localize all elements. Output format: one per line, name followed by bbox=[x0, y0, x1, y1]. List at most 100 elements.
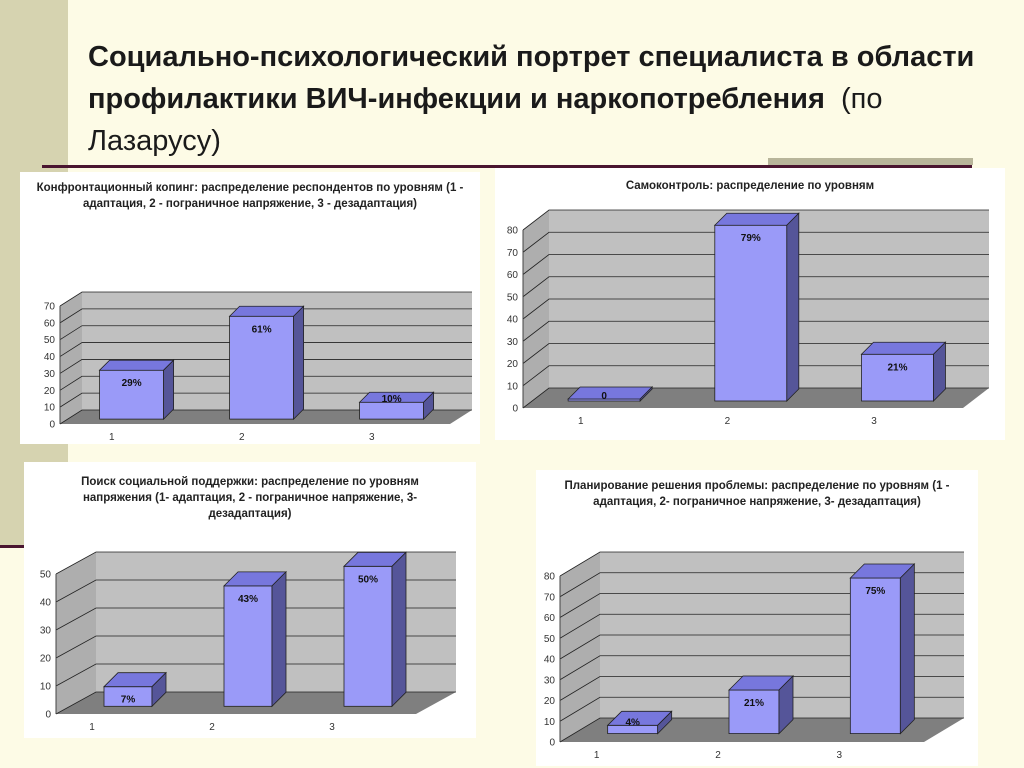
x-tick-label: 2 bbox=[715, 750, 721, 761]
y-tick-label: 20 bbox=[507, 359, 519, 370]
bar-top bbox=[860, 341, 947, 355]
y-tick-label: 20 bbox=[544, 696, 556, 707]
x-tick-label: 3 bbox=[329, 722, 335, 733]
gridline bbox=[55, 579, 456, 603]
gridline bbox=[559, 696, 964, 722]
gridline bbox=[59, 308, 472, 324]
gridline bbox=[522, 231, 989, 253]
bar-side bbox=[163, 359, 175, 421]
chart-side-wall bbox=[60, 292, 82, 424]
title-divider bbox=[42, 165, 972, 168]
decorative-left-line bbox=[0, 545, 42, 548]
y-tick-label: 50 bbox=[44, 335, 56, 346]
bar bbox=[343, 565, 393, 707]
data-label: 29% bbox=[122, 378, 142, 389]
chart-svg: 0 10 20 30 40 50 60 70 80 0 1 79% 2 21% 3 bbox=[507, 209, 989, 427]
bar-side bbox=[423, 391, 435, 421]
y-tick-label: 0 bbox=[549, 738, 555, 749]
y-tick-label: 70 bbox=[44, 302, 56, 313]
gridline bbox=[522, 209, 989, 231]
y-tick-label: 40 bbox=[544, 655, 556, 666]
data-label: 79% bbox=[741, 233, 761, 244]
gridline bbox=[559, 593, 964, 618]
chart-panel-confrontation-coping: Конфронтационный копинг: распределение р… bbox=[20, 172, 480, 444]
y-tick-label: 60 bbox=[507, 270, 519, 281]
gridline bbox=[522, 387, 989, 409]
y-tick-label: 40 bbox=[44, 352, 56, 363]
y-tick-label: 60 bbox=[544, 613, 556, 624]
gridline bbox=[559, 634, 964, 660]
y-tick-label: 30 bbox=[507, 337, 519, 348]
gridline bbox=[559, 613, 964, 639]
y-tick-label: 80 bbox=[507, 226, 519, 237]
gridline bbox=[522, 343, 989, 364]
data-label: 21% bbox=[744, 698, 764, 709]
y-tick-label: 70 bbox=[507, 248, 519, 259]
data-label: 43% bbox=[238, 594, 258, 605]
x-tick-label: 1 bbox=[594, 750, 600, 761]
data-label: 10% bbox=[382, 394, 402, 405]
bar-top bbox=[713, 212, 800, 226]
gridline bbox=[522, 320, 989, 342]
y-tick-label: 40 bbox=[507, 315, 519, 326]
bar-side bbox=[293, 305, 305, 421]
gridline bbox=[522, 276, 989, 298]
bar-side bbox=[778, 675, 794, 735]
y-tick-label: 40 bbox=[40, 598, 52, 609]
bar-side bbox=[151, 671, 167, 708]
bar-side bbox=[899, 563, 915, 735]
chart-svg: 0 10 20 30 40 50 7% 1 43% 2 50% 3 bbox=[40, 551, 456, 733]
y-tick-label: 50 bbox=[544, 634, 556, 645]
chart-panel-social-support: Поиск социальной поддержки: распределени… bbox=[24, 462, 476, 738]
y-tick-label: 30 bbox=[44, 369, 56, 380]
x-tick-label: 1 bbox=[578, 416, 584, 427]
x-tick-label: 1 bbox=[89, 722, 95, 733]
y-tick-label: 50 bbox=[507, 292, 519, 303]
bar bbox=[229, 315, 295, 420]
bar-side bbox=[391, 551, 407, 708]
bar-top bbox=[228, 305, 305, 317]
gridline bbox=[59, 375, 472, 391]
y-tick-label: 20 bbox=[40, 654, 52, 665]
y-tick-label: 30 bbox=[40, 626, 52, 637]
bar bbox=[849, 577, 901, 734]
x-tick-label: 3 bbox=[369, 432, 375, 443]
chart-title: Самоконтроль: распределение по уровням bbox=[625, 180, 875, 192]
gridline bbox=[59, 342, 472, 357]
bar-side bbox=[933, 341, 946, 402]
chart-side-wall bbox=[56, 552, 96, 714]
y-tick-label: 20 bbox=[44, 386, 56, 397]
x-tick-label: 2 bbox=[239, 432, 245, 443]
y-tick-label: 10 bbox=[544, 717, 556, 728]
gridline bbox=[55, 607, 456, 631]
bar-side bbox=[639, 386, 653, 402]
y-tick-label: 10 bbox=[40, 682, 52, 693]
chart-svg: 0 10 20 30 40 50 60 70 29% 1 61% 2 10% 3 bbox=[44, 291, 472, 443]
decorative-title-box bbox=[768, 158, 973, 165]
bar-side bbox=[786, 212, 800, 402]
chart-panel-self-control: Самоконтроль: распределение по уровням 0… bbox=[495, 168, 1005, 440]
gridline bbox=[55, 551, 456, 575]
gridline bbox=[59, 325, 472, 341]
gridline bbox=[559, 717, 964, 743]
bar bbox=[861, 353, 934, 402]
chart-title: Планирование решения проблемы: распредел… bbox=[564, 480, 950, 508]
data-label: 61% bbox=[252, 324, 272, 335]
x-tick-label: 1 bbox=[109, 432, 115, 443]
x-tick-label: 3 bbox=[871, 416, 877, 427]
gridline bbox=[55, 663, 456, 687]
data-label: 0 bbox=[601, 391, 607, 402]
chart-panel-problem-planning: Планирование решения проблемы: распредел… bbox=[536, 470, 978, 766]
gridline bbox=[559, 676, 964, 701]
data-label: 4% bbox=[625, 717, 640, 728]
bar bbox=[728, 689, 780, 734]
slide-title-sub: (по Лазарусу) bbox=[88, 83, 883, 157]
bar-top bbox=[98, 359, 175, 371]
y-tick-label: 0 bbox=[512, 404, 518, 415]
gridline bbox=[559, 551, 964, 577]
y-tick-label: 80 bbox=[544, 572, 556, 583]
gridline bbox=[522, 298, 989, 320]
bar bbox=[714, 224, 788, 402]
y-tick-label: 0 bbox=[45, 710, 51, 721]
y-tick-label: 10 bbox=[507, 381, 519, 392]
